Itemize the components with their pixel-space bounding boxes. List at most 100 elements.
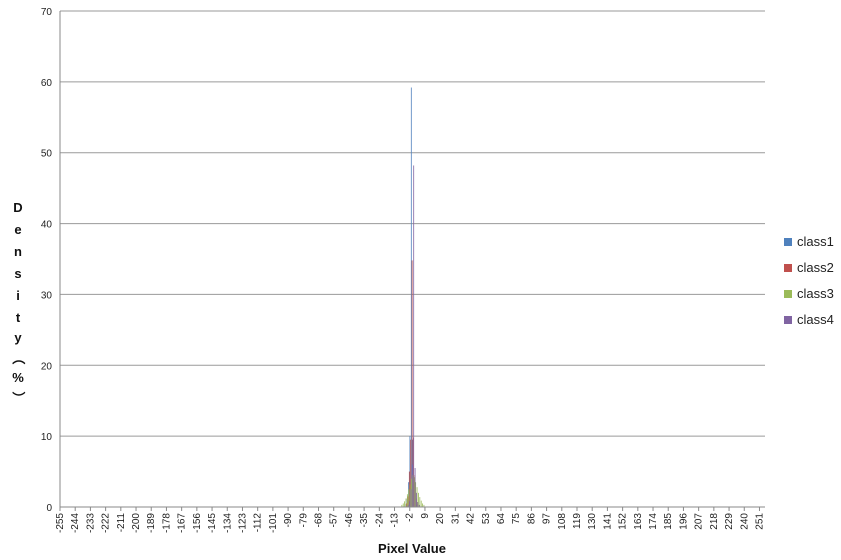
- x-tick-label: -134: [222, 513, 233, 533]
- legend-label: class2: [797, 260, 834, 275]
- y-tick-label: 0: [46, 503, 52, 514]
- bar: [423, 504, 425, 507]
- y-tick-label: 70: [41, 7, 53, 18]
- x-tick-label: 229: [724, 513, 735, 530]
- bar: [417, 502, 419, 507]
- bar: [413, 165, 415, 507]
- bar: [409, 484, 411, 507]
- x-tick-label: -167: [177, 513, 188, 533]
- y-axis-label-char: n: [14, 244, 22, 259]
- bar: [406, 503, 407, 507]
- x-tick-label: -24: [374, 513, 385, 528]
- x-tick-label: -255: [55, 513, 66, 533]
- x-tick-label: -90: [283, 513, 294, 528]
- x-tick-label: -2: [405, 513, 416, 522]
- y-tick-label: 50: [41, 149, 53, 160]
- bar: [422, 503, 423, 507]
- y-axis-label-char: e: [14, 222, 21, 237]
- bar: [418, 504, 420, 507]
- x-tick-label: 97: [542, 513, 553, 525]
- x-tick-label: -200: [131, 513, 142, 533]
- y-tick-label: 40: [41, 220, 53, 231]
- legend-label: class3: [797, 286, 834, 301]
- bar: [408, 489, 410, 507]
- y-tick-label: 10: [41, 432, 53, 443]
- x-tick-label: 163: [633, 513, 644, 530]
- x-tick-label: -123: [237, 513, 248, 533]
- legend-label: class1: [797, 234, 834, 249]
- x-tick-label: 251: [754, 513, 765, 530]
- x-tick-label: 207: [694, 513, 705, 530]
- y-axis-label-char: %: [12, 370, 24, 385]
- legend-swatch: [784, 290, 792, 298]
- legend-swatch: [784, 264, 792, 272]
- x-tick-label: -57: [329, 513, 340, 528]
- x-tick-label: 174: [648, 513, 659, 530]
- x-tick-label: -68: [314, 513, 325, 528]
- bar: [401, 504, 403, 507]
- bar: [416, 487, 418, 507]
- x-tick-label: 75: [511, 513, 522, 525]
- bar: [404, 501, 406, 507]
- bar: [420, 500, 422, 507]
- x-tick-label: 119: [572, 513, 583, 529]
- y-axis-label-char: s: [14, 266, 21, 281]
- x-tick-label: -178: [161, 513, 172, 533]
- x-tick-label: 20: [435, 513, 446, 525]
- x-axis-label: Pixel Value: [378, 541, 446, 556]
- x-tick-label: 64: [496, 513, 507, 525]
- bars: [401, 87, 425, 508]
- x-tick-label: -46: [344, 513, 355, 528]
- bar: [412, 475, 414, 507]
- x-tick-label: 108: [557, 513, 568, 530]
- x-tick-label: 185: [663, 513, 674, 530]
- x-tick-label: -145: [207, 513, 218, 533]
- bar: [416, 492, 417, 507]
- bar: [414, 468, 416, 507]
- x-tick-label: 196: [678, 513, 689, 530]
- bar: [411, 464, 413, 507]
- y-axis-ticks: 0 10 20 30 40 50 60 70: [41, 7, 53, 514]
- x-tick-label: -101: [268, 513, 279, 533]
- x-tick-label: 86: [526, 513, 537, 525]
- y-tick-label: 60: [41, 78, 53, 89]
- x-tick-label: 152: [618, 513, 629, 530]
- legend: class1 class2 class3 class4: [784, 234, 834, 327]
- x-tick-label: 53: [481, 513, 492, 525]
- legend-swatch: [784, 316, 792, 324]
- bar: [405, 498, 407, 507]
- x-tick-label: 218: [709, 513, 720, 530]
- x-tick-label: 42: [466, 513, 477, 525]
- x-tick-label: -112: [253, 513, 264, 533]
- x-axis-ticks: -255 -244 -233 -222 -211 -200 -189 -178 -167 -156…: [55, 507, 765, 533]
- legend-swatch: [784, 238, 792, 246]
- x-tick-label: -211: [116, 513, 127, 533]
- x-tick-label: -244: [70, 513, 81, 533]
- bar: [409, 501, 410, 507]
- y-axis-label-char: （: [11, 351, 26, 364]
- x-tick-label: -35: [359, 513, 370, 528]
- legend-label: class4: [797, 312, 834, 327]
- x-tick-label: -156: [192, 513, 203, 533]
- x-tick-label: 141: [602, 513, 613, 530]
- bar: [408, 471, 410, 507]
- bar: [418, 492, 419, 507]
- axes: [59, 11, 765, 508]
- x-tick-label: 240: [739, 513, 750, 530]
- x-tick-label: -13: [390, 513, 401, 528]
- bar: [402, 503, 404, 507]
- y-axis-label-char: t: [16, 310, 21, 325]
- y-axis-label-char: i: [16, 288, 20, 303]
- bar: [410, 439, 412, 507]
- x-tick-label: -233: [85, 513, 96, 533]
- y-axis-label-char: D: [13, 200, 22, 215]
- x-tick-label: 31: [450, 513, 461, 525]
- bar: [406, 494, 408, 507]
- y-axis-label-char: ）: [11, 391, 26, 404]
- x-tick-label: 9: [420, 513, 431, 519]
- series-class3: [401, 475, 425, 507]
- x-tick-label: -79: [298, 513, 309, 528]
- series-class4: [407, 165, 420, 507]
